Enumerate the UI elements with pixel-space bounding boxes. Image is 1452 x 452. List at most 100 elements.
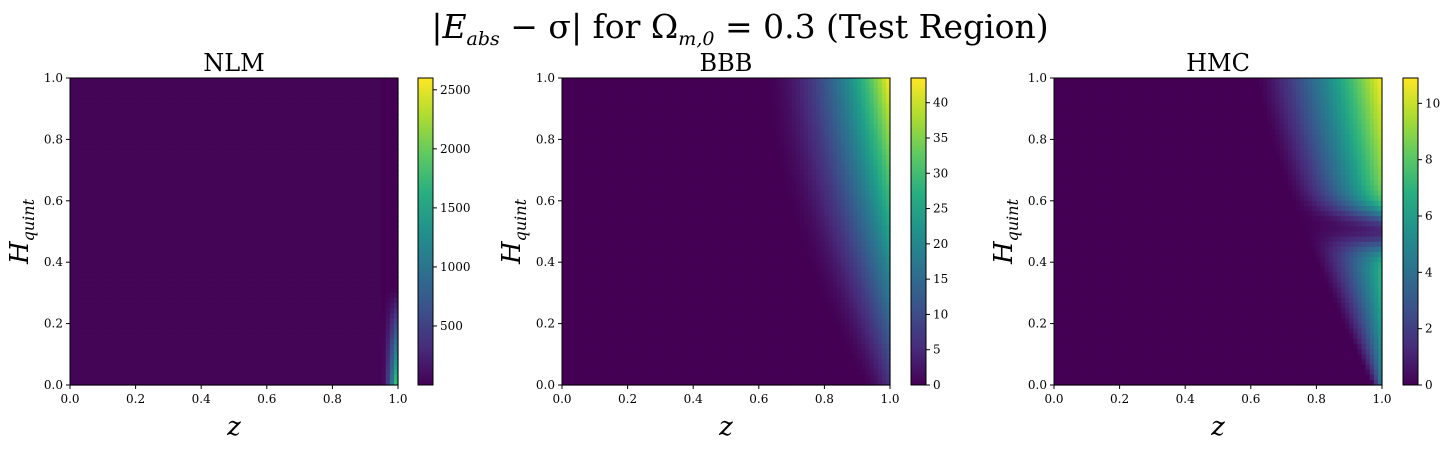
- heatmap-cell: [283, 262, 288, 268]
- heatmap-cell: [99, 344, 104, 350]
- heatmap-cell: [99, 124, 104, 130]
- heatmap-cell: [111, 272, 116, 278]
- heatmap-cell: [205, 344, 210, 350]
- heatmap-cell: [279, 257, 284, 263]
- heatmap-cell: [127, 278, 132, 284]
- heatmap-cell: [390, 267, 395, 273]
- heatmap-cell: [382, 278, 387, 284]
- heatmap-cell: [300, 354, 305, 360]
- heatmap-cell: [296, 124, 301, 130]
- heatmap-cell: [226, 160, 231, 166]
- heatmap-cell: [267, 283, 272, 289]
- heatmap-cell: [111, 134, 116, 140]
- heatmap-cell: [378, 221, 383, 227]
- heatmap-cell: [205, 288, 210, 294]
- heatmap-cell: [115, 365, 120, 371]
- heatmap-cell: [123, 155, 128, 161]
- heatmap-cell: [283, 354, 288, 360]
- heatmap-cell: [369, 293, 374, 299]
- heatmap-cell: [279, 262, 284, 268]
- heatmap-cell: [271, 165, 276, 171]
- heatmap-cell: [234, 354, 239, 360]
- heatmap-cell: [132, 114, 137, 120]
- heatmap-cell: [296, 180, 301, 186]
- heatmap-cell: [103, 216, 108, 222]
- heatmap-cell: [279, 78, 284, 84]
- heatmap-cell: [349, 145, 354, 151]
- heatmap-cell: [168, 201, 173, 207]
- heatmap-cell: [107, 109, 112, 115]
- heatmap-cell: [255, 247, 260, 253]
- heatmap-cell: [123, 247, 128, 253]
- heatmap-cell: [345, 134, 350, 140]
- heatmap-cell: [91, 145, 96, 151]
- heatmap-cell: [308, 160, 313, 166]
- heatmap-cell: [320, 134, 325, 140]
- heatmap-cell: [287, 150, 292, 156]
- heatmap-cell: [218, 129, 223, 135]
- heatmap-cell: [250, 185, 255, 191]
- heatmap-cell: [156, 93, 161, 99]
- heatmap-cell: [722, 78, 727, 84]
- heatmap-cell: [242, 88, 247, 94]
- heatmap-cell: [201, 226, 206, 232]
- heatmap-cell: [185, 349, 190, 355]
- heatmap-cell: [222, 104, 227, 110]
- heatmap-cell: [127, 160, 132, 166]
- heatmap-cell: [119, 298, 124, 304]
- heatmap-cell: [287, 303, 292, 309]
- heatmap-cell: [259, 129, 264, 135]
- heatmap-cell: [152, 191, 157, 197]
- heatmap-cell: [308, 196, 313, 202]
- heatmap-cell: [357, 150, 362, 156]
- heatmap-cell: [181, 375, 186, 381]
- heatmap-cell: [324, 278, 329, 284]
- heatmap-cell: [320, 226, 325, 232]
- heatmap-cell: [316, 339, 321, 345]
- heatmap-cell: [132, 160, 137, 166]
- heatmap-cell: [328, 237, 333, 243]
- heatmap-cell: [365, 365, 370, 371]
- heatmap-cell: [177, 191, 182, 197]
- heatmap-cell: [193, 370, 198, 376]
- heatmap-cell: [115, 232, 120, 238]
- heatmap-cell: [365, 201, 370, 207]
- heatmap-cell: [222, 98, 227, 104]
- heatmap-cell: [300, 196, 305, 202]
- heatmap-cell: [168, 150, 173, 156]
- heatmap-cell: [259, 272, 264, 278]
- heatmap-cell: [369, 334, 374, 340]
- heatmap-cell: [287, 201, 292, 207]
- heatmap-cell: [337, 78, 342, 84]
- heatmap-cell: [349, 242, 354, 248]
- heatmap-cell: [250, 160, 255, 166]
- heatmap-cell: [70, 334, 75, 340]
- heatmap-cell: [189, 308, 194, 314]
- heatmap-cell: [660, 78, 665, 84]
- heatmap-cell: [152, 370, 157, 376]
- heatmap-cell: [205, 226, 210, 232]
- heatmap-cell: [349, 175, 354, 181]
- heatmap-cell: [214, 211, 219, 217]
- heatmap-cell: [226, 303, 231, 309]
- heatmap-cell: [291, 278, 296, 284]
- heatmap-cell: [99, 324, 104, 330]
- heatmap-cell: [111, 88, 116, 94]
- heatmap-cell: [160, 370, 165, 376]
- heatmap-cell: [369, 196, 374, 202]
- heatmap-cell: [123, 211, 128, 217]
- heatmap-cell: [119, 308, 124, 314]
- heatmap-cell: [345, 175, 350, 181]
- heatmap-cell: [185, 226, 190, 232]
- heatmap-cell: [390, 257, 395, 263]
- heatmap-cell: [246, 329, 251, 335]
- heatmap-cell: [156, 334, 161, 340]
- heatmap-cell: [111, 83, 116, 89]
- heatmap-cell: [82, 119, 87, 125]
- heatmap-cell: [320, 98, 325, 104]
- heatmap-cell: [136, 134, 141, 140]
- heatmap-cell: [574, 78, 579, 84]
- heatmap-cell: [185, 283, 190, 289]
- heatmap-cell: [226, 237, 231, 243]
- heatmap-cell: [320, 278, 325, 284]
